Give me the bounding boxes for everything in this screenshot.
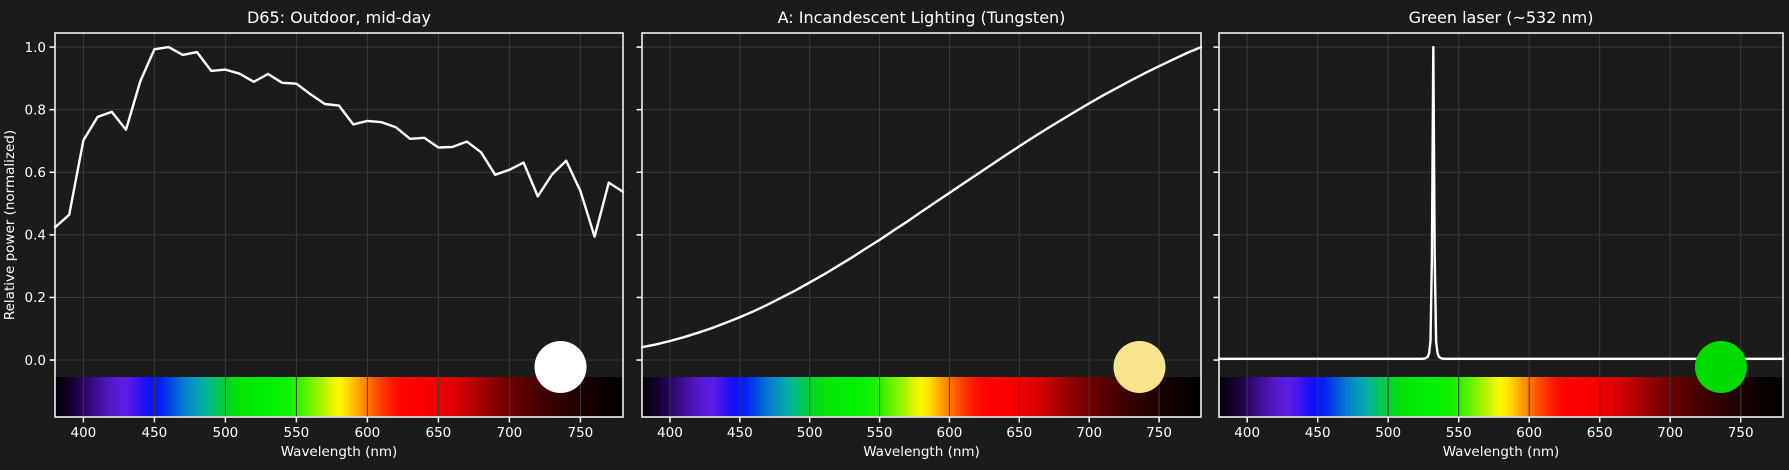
axes-background: [55, 33, 623, 417]
x-tick-label: 750: [1728, 425, 1754, 441]
x-tick-label: 400: [71, 425, 97, 441]
x-tick-label: 700: [1076, 425, 1102, 441]
tick-marks: [49, 46, 582, 423]
gridlines: [1219, 33, 1783, 417]
x-tick-label: 650: [1006, 425, 1032, 441]
x-tick-label: 600: [355, 425, 381, 441]
x-tick-label: 750: [568, 425, 594, 441]
x-tick-label: 500: [797, 425, 823, 441]
tick-marks: [636, 46, 1160, 423]
x-tick-label: 550: [867, 425, 893, 441]
plot-area: 400 450 500 550 600 650 700 750: [636, 32, 1203, 441]
x-axis-label: Wavelength (nm): [281, 444, 398, 460]
x-tick-label: 450: [142, 425, 168, 441]
axes-spines: [54, 32, 624, 418]
visible-spectrum-bar: [642, 377, 1201, 417]
chart-title: D65: Outdoor, mid-day: [247, 8, 431, 27]
y-tick-label: 0.0: [25, 353, 46, 369]
x-tick-label: 450: [1305, 425, 1331, 441]
x-tick-label: 600: [937, 425, 963, 441]
plot-area: 400 450 500 550 600 650 700 750: [1213, 32, 1785, 441]
x-tick-label: 750: [1146, 425, 1172, 441]
y-tick-label: 0.6: [25, 165, 46, 181]
spd-curve: [53, 45, 625, 238]
visible-spectrum-bar: [55, 377, 623, 417]
x-axis-label: Wavelength (nm): [1443, 444, 1560, 460]
spd-curve: [640, 45, 1203, 349]
axes-spines: [641, 32, 1202, 418]
x-tick-label: 700: [1657, 425, 1683, 441]
y-tick-label: 0.8: [25, 102, 46, 118]
y-tick-label: 0.4: [25, 228, 46, 244]
axes-background: [1219, 33, 1783, 417]
spd-curve: [1217, 45, 1785, 360]
axes-background: [642, 33, 1201, 417]
tick-marks: [1213, 46, 1742, 423]
x-tick-label: 400: [657, 425, 683, 441]
chart-green-laser: 400 450 500 550 600 650 700 750 Green laser (~5…: [1213, 8, 1785, 460]
x-tick-label: 700: [497, 425, 523, 441]
y-axis-label: Relative power (normalized): [2, 130, 18, 320]
chart-illuminant-a-tungsten: 400 450 500 550 600 650 700 750 A: Incandescent…: [636, 8, 1203, 460]
illuminant-color-swatch: [1113, 341, 1166, 393]
chart-title: A: Incandescent Lighting (Tungsten): [778, 8, 1066, 27]
x-tick-label: 450: [727, 425, 753, 441]
chart-title: Green laser (~532 nm): [1409, 8, 1594, 27]
x-tick-label: 550: [1446, 425, 1472, 441]
x-tick-label: 650: [426, 425, 452, 441]
chart-d65-daylight: 400 450 500 550 600 650 700 750 0.0 0.2 0.4 0.6 0.8 1…: [2, 8, 625, 460]
y-tick-label: 0.2: [25, 290, 46, 306]
x-tick-label: 600: [1516, 425, 1542, 441]
x-tick-label: 500: [213, 425, 239, 441]
illuminant-color-swatch: [1694, 341, 1747, 393]
x-tick-label: 500: [1375, 425, 1401, 441]
x-tick-label: 650: [1587, 425, 1613, 441]
x-axis-label: Wavelength (nm): [863, 444, 980, 460]
visible-spectrum-bar: [1219, 377, 1783, 417]
gridlines: [55, 33, 623, 417]
illuminant-color-swatch: [534, 341, 587, 393]
x-tick-label: 400: [1234, 425, 1260, 441]
x-tick-label: 550: [284, 425, 310, 441]
gridlines: [642, 33, 1201, 417]
y-tick-label: 1.0: [25, 40, 46, 56]
axes-spines: [1218, 32, 1784, 418]
plot-area: 400 450 500 550 600 650 700 750 0.0 0.2 0.4 0.6 0.8 1…: [25, 32, 625, 441]
